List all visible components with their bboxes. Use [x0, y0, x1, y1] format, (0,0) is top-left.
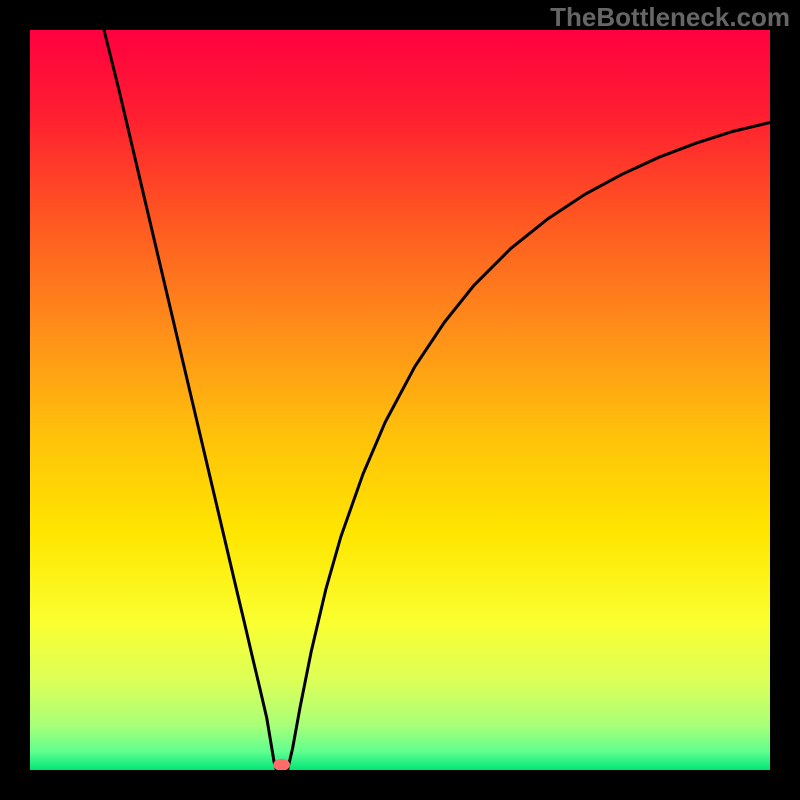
curve-left-branch: [104, 30, 276, 770]
minimum-marker: [273, 759, 290, 770]
plot-area: [30, 30, 770, 770]
curve-right-branch: [288, 123, 770, 771]
watermark-text: TheBottleneck.com: [550, 2, 790, 33]
chart-container: TheBottleneck.com: [0, 0, 800, 800]
curve-svg: [30, 30, 770, 770]
